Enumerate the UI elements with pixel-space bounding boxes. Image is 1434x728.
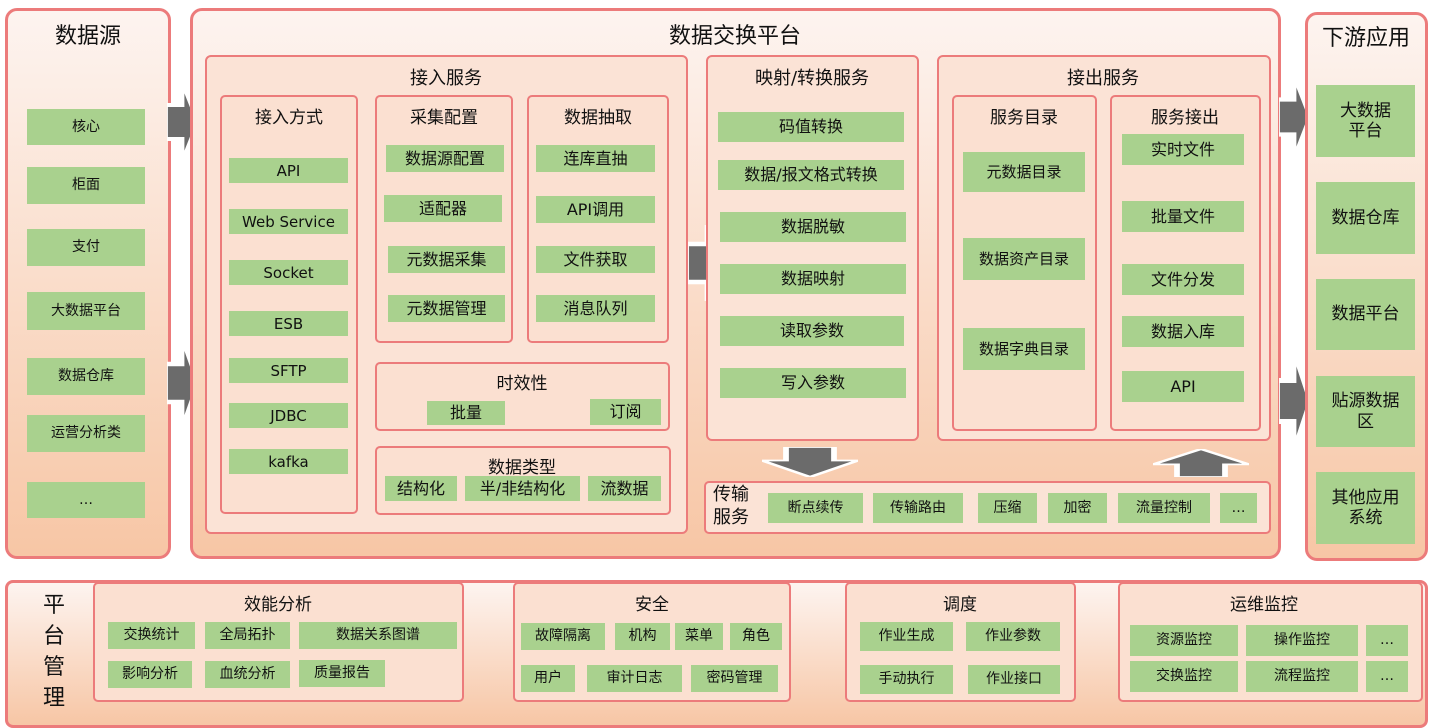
performance-item: 影响分析 [108, 661, 192, 688]
downstream-item: 数据平台 [1316, 279, 1415, 350]
access-methods-title: 接入方式 [255, 108, 323, 128]
performance-item: 血统分析 [205, 661, 290, 688]
output-item: 实时文件 [1122, 134, 1244, 165]
arrow-up-icon [1153, 449, 1249, 477]
security-item: 密码管理 [691, 665, 778, 692]
schedule-item: 作业参数 [966, 622, 1060, 651]
transport-title: 传输 服务 [713, 484, 749, 528]
platform-title: 数据交换平台 [668, 24, 801, 49]
catalog-item: 元数据目录 [963, 152, 1085, 192]
ops-item: … [1366, 625, 1408, 656]
security-item: 审计日志 [587, 665, 682, 692]
output-item: 数据入库 [1122, 316, 1244, 347]
downstream-item: 贴源数据 区 [1316, 376, 1415, 447]
catalog-item: 数据字典目录 [963, 328, 1085, 370]
collect-item: 适配器 [384, 195, 502, 222]
ops-item: 交换监控 [1130, 661, 1238, 692]
data-sources-panel [5, 8, 171, 559]
downstream-item: 数据仓库 [1316, 182, 1415, 254]
downstream-item: 其他应用 系统 [1316, 472, 1415, 544]
performance-item: 数据关系图谱 [299, 622, 457, 649]
output-item: 文件分发 [1122, 264, 1244, 295]
security-item: 角色 [730, 623, 782, 650]
access-method-item: Web Service [229, 209, 348, 234]
ops-title: 运维监控 [1230, 595, 1298, 615]
output-title: 服务接出 [1151, 108, 1219, 128]
source-item: 柜面 [27, 167, 145, 204]
egress-title: 接出服务 [1067, 68, 1139, 89]
ops-item: 流程监控 [1246, 661, 1358, 692]
mapping-item: 数据/报文格式转换 [718, 160, 904, 190]
extract-item: 消息队列 [536, 295, 655, 322]
source-item: 数据仓库 [27, 358, 145, 395]
security-item: 机构 [615, 623, 670, 650]
output-item: API [1122, 371, 1244, 402]
mapping-item: 读取参数 [720, 316, 904, 346]
arrow-down-icon [762, 447, 858, 477]
schedule-item: 作业接口 [968, 665, 1060, 694]
collect-item: 元数据管理 [388, 295, 505, 322]
source-item: 核心 [27, 109, 145, 145]
access-method-item: API [229, 158, 348, 183]
extract-item: 连库直抽 [536, 145, 655, 172]
transport-item: 断点续传 [768, 493, 863, 523]
arrow-right-icon [1279, 82, 1309, 152]
arrow-right-icon [1279, 360, 1309, 442]
access-method-item: Socket [229, 260, 348, 285]
data-type-item: 结构化 [385, 476, 457, 501]
data-type-item: 流数据 [588, 476, 661, 501]
extract-item: API调用 [536, 196, 655, 223]
mapping-item: 码值转换 [718, 112, 904, 142]
downstream-item: 大数据 平台 [1316, 85, 1415, 157]
mapping-item: 写入参数 [720, 368, 906, 398]
collect-item: 数据源配置 [386, 145, 504, 172]
source-item: … [27, 482, 145, 518]
transport-item: 加密 [1048, 493, 1107, 523]
ops-item: 操作监控 [1246, 625, 1358, 656]
catalog-item: 数据资产目录 [963, 238, 1085, 280]
ingest-title: 接入服务 [410, 68, 482, 89]
mapping-item: 数据映射 [720, 264, 906, 294]
transport-item: 压缩 [978, 493, 1037, 523]
performance-item: 全局拓扑 [205, 622, 290, 649]
schedule-item: 手动执行 [860, 665, 953, 694]
collect-item: 元数据采集 [388, 246, 505, 273]
performance-item: 交换统计 [108, 622, 195, 649]
ops-item: 资源监控 [1130, 625, 1238, 656]
access-method-item: ESB [229, 311, 348, 336]
performance-title: 效能分析 [244, 595, 312, 615]
schedule-item: 作业生成 [860, 622, 953, 651]
timeliness-title: 时效性 [496, 374, 548, 394]
downstream-title: 下游应用 [1321, 26, 1410, 51]
security-item: 菜单 [675, 623, 723, 650]
schedule-title: 调度 [943, 595, 977, 615]
mapping-item: 数据脱敏 [720, 212, 906, 242]
transport-item: 流量控制 [1118, 493, 1210, 523]
collect-title: 采集配置 [410, 108, 478, 128]
ops-item: … [1366, 661, 1408, 692]
data-type-item: 半/非结构化 [465, 476, 580, 501]
source-item: 运营分析类 [27, 415, 145, 452]
transport-item: … [1220, 493, 1257, 523]
catalog-title: 服务目录 [990, 108, 1058, 128]
management-title: 平 台 管 理 [42, 593, 65, 711]
output-item: 批量文件 [1122, 201, 1244, 232]
security-item: 故障隔离 [521, 623, 605, 650]
access-method-item: JDBC [229, 403, 348, 428]
access-method-item: kafka [229, 449, 348, 474]
performance-item: 质量报告 [299, 660, 385, 687]
data-type-title: 数据类型 [488, 458, 556, 478]
mapping-title: 映射/转换服务 [754, 68, 870, 89]
transport-item: 传输路由 [873, 493, 963, 523]
source-item: 支付 [27, 229, 145, 266]
timeliness-item: 批量 [427, 401, 505, 425]
security-item: 用户 [521, 665, 575, 692]
data-sources-title: 数据源 [54, 24, 121, 49]
timeliness-item: 订阅 [590, 399, 661, 425]
access-method-item: SFTP [229, 358, 348, 383]
source-item: 大数据平台 [27, 292, 145, 330]
security-title: 安全 [635, 595, 669, 615]
extract-title: 数据抽取 [564, 108, 632, 128]
extract-item: 文件获取 [536, 246, 655, 273]
